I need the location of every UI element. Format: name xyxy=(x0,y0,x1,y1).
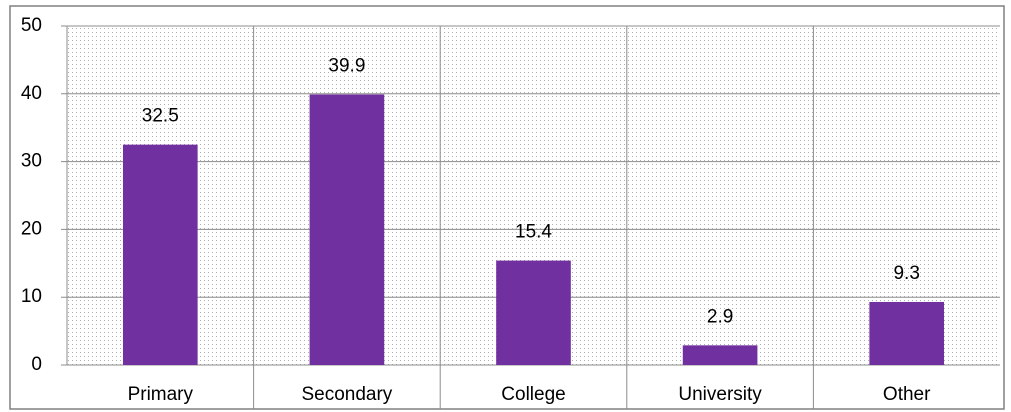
x-tick-label: College xyxy=(501,384,565,405)
x-tick-label: Primary xyxy=(128,384,194,405)
y-tick-label: 30 xyxy=(21,151,42,172)
y-tick-label: 40 xyxy=(21,83,42,104)
data-label: 15.4 xyxy=(515,222,552,243)
bar xyxy=(496,260,571,365)
data-label: 9.3 xyxy=(893,263,919,284)
data-label: 32.5 xyxy=(142,106,179,127)
bar xyxy=(869,301,945,365)
bar xyxy=(682,345,758,365)
data-label: 39.9 xyxy=(328,55,365,76)
y-tick-label: 0 xyxy=(31,354,42,375)
x-tick-label: Other xyxy=(883,384,931,405)
y-tick-label: 20 xyxy=(21,218,42,239)
x-tick-label: University xyxy=(678,384,762,405)
y-tick-label: 10 xyxy=(21,286,42,307)
data-label: 2.9 xyxy=(707,306,733,327)
x-tick-label: Secondary xyxy=(301,384,392,405)
bar xyxy=(309,94,385,365)
bar xyxy=(122,144,198,365)
y-tick-label: 50 xyxy=(21,15,42,36)
